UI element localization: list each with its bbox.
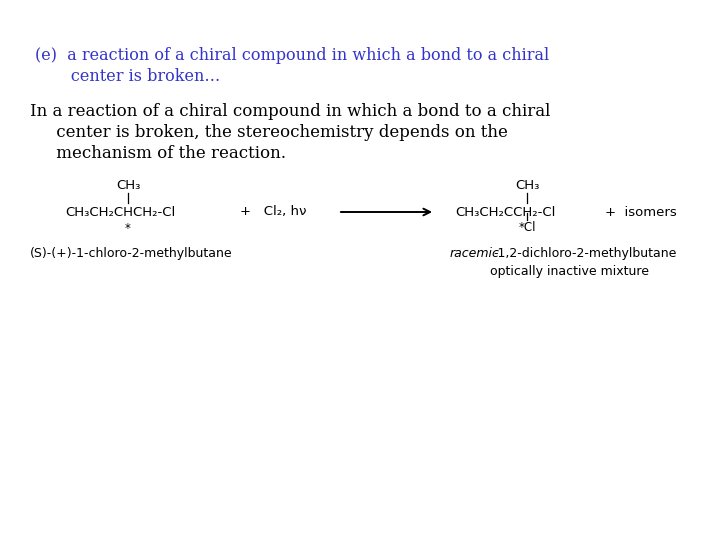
Text: CH₃: CH₃ [116,179,140,192]
Text: -1,2-dichloro-2-methylbutane: -1,2-dichloro-2-methylbutane [493,247,676,260]
Text: +  isomers: + isomers [605,206,677,219]
Text: (e)  a reaction of a chiral compound in which a bond to a chiral: (e) a reaction of a chiral compound in w… [35,47,549,64]
Text: CH₃CH₂CHCH₂-Cl: CH₃CH₂CHCH₂-Cl [65,206,175,219]
Text: (S)-(+)-1-chloro-2-methylbutane: (S)-(+)-1-chloro-2-methylbutane [30,247,233,260]
Text: *: * [125,222,131,235]
Text: CH₃: CH₃ [515,179,539,192]
Text: racemic: racemic [450,247,500,260]
Text: mechanism of the reaction.: mechanism of the reaction. [30,145,286,162]
Text: optically inactive mixture: optically inactive mixture [490,265,649,278]
Text: *Cl: *Cl [518,221,536,234]
Text: In a reaction of a chiral compound in which a bond to a chiral: In a reaction of a chiral compound in wh… [30,103,550,120]
Text: +   Cl₂, hν: + Cl₂, hν [240,206,307,219]
Text: CH₃CH₂CCH₂-Cl: CH₃CH₂CCH₂-Cl [455,206,555,219]
Text: center is broken, the stereochemistry depends on the: center is broken, the stereochemistry de… [30,124,508,141]
Text: center is broken…: center is broken… [35,68,220,85]
